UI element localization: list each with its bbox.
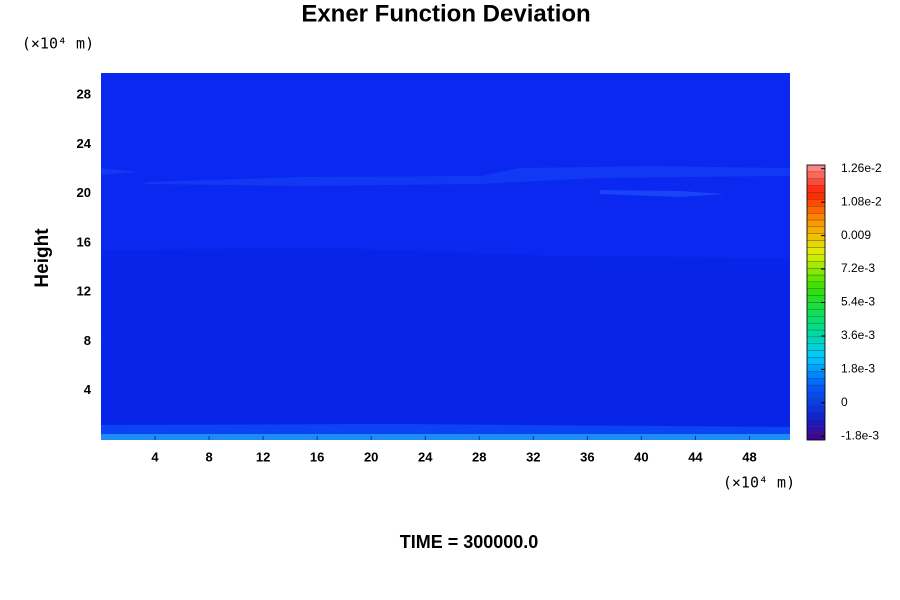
colorbar-band <box>806 384 826 393</box>
contour-region <box>101 166 790 186</box>
x-tick-label: 4 <box>151 449 159 464</box>
colorbar-band <box>806 398 826 406</box>
x-tick-label: 36 <box>580 449 594 464</box>
colorbar-band <box>806 309 826 317</box>
colorbar-band <box>806 178 826 186</box>
colorbar-band <box>806 192 826 200</box>
colorbar-band <box>806 171 826 179</box>
colorbar-band <box>806 316 826 324</box>
colorbar-band <box>806 281 826 289</box>
colorbar-band <box>806 295 826 303</box>
colorbar-band <box>806 274 826 283</box>
x-tick-label: 28 <box>472 449 486 464</box>
colorbar-band <box>806 371 826 379</box>
y-tick-label: 20 <box>77 185 91 200</box>
contour-field <box>101 73 790 440</box>
colorbar-tick-label: 3.6e-3 <box>841 328 875 342</box>
colorbar-band <box>806 322 826 331</box>
y-tick-label: 4 <box>84 382 92 397</box>
colorbar-band <box>806 357 826 365</box>
colorbar-band <box>806 254 826 262</box>
colorbar-band <box>806 343 826 351</box>
y-tick-label: 8 <box>84 333 91 348</box>
x-tick-label: 8 <box>205 449 212 464</box>
colorbar-tick-label: 0.009 <box>841 228 871 242</box>
colorbar-band <box>806 240 826 248</box>
colorbar-tick-label: 1.08e-2 <box>841 194 882 208</box>
y-unit: (×10⁴ m) <box>22 35 94 53</box>
y-tick-label: 16 <box>77 234 91 249</box>
colorbar-band <box>806 206 826 214</box>
x-tick-label: 32 <box>526 449 540 464</box>
colorbar-tick-label: 7.2e-3 <box>841 261 875 275</box>
colorbar-band <box>806 364 826 372</box>
colorbar-tick-label: 5.4e-3 <box>841 295 875 309</box>
x-tick-label: 12 <box>256 449 270 464</box>
colorbar-band <box>806 261 826 269</box>
x-tick-label: 48 <box>742 449 756 464</box>
colorbar-band <box>806 419 826 427</box>
colorbar-band <box>806 391 826 399</box>
contour-region <box>101 248 790 440</box>
colorbar-band <box>806 336 826 344</box>
x-tick-label: 20 <box>364 449 378 464</box>
y-axis-label: Height <box>32 228 53 288</box>
colorbar-band <box>806 426 826 434</box>
x-tick-label: 16 <box>310 449 324 464</box>
colorbar-band <box>806 226 826 234</box>
colorbar-tick-label: 0 <box>841 395 848 409</box>
contour-region <box>101 434 790 440</box>
y-tick-label: 24 <box>77 136 92 151</box>
x-unit: (×10⁴ m) <box>723 474 795 492</box>
colorbar-band <box>806 405 826 413</box>
colorbar-band <box>806 377 826 386</box>
colorbar-band <box>806 412 826 420</box>
colorbar-tick-label: -1.8e-3 <box>841 428 879 442</box>
colorbar-tick-label: 1.26e-2 <box>841 161 882 175</box>
colorbar-band <box>806 302 826 310</box>
colorbar-band <box>806 219 826 228</box>
chart-title: Exner Function Deviation <box>301 0 590 27</box>
colorbar: -1.8e-3 0 1.8e-3 3.6e-3 5.4e-3 7.2e-3 0.009 1.0… <box>806 161 882 442</box>
time-annotation: TIME = 300000.0 <box>400 532 539 552</box>
colorbar-band <box>806 350 826 358</box>
x-tick-label: 44 <box>688 449 703 464</box>
colorbar-tick-label: 1.8e-3 <box>841 362 875 376</box>
y-tick-label: 28 <box>77 87 91 102</box>
colorbar-band <box>806 185 826 193</box>
colorbar-band <box>806 233 826 241</box>
colorbar-band <box>806 199 826 207</box>
x-tick-label: 40 <box>634 449 648 464</box>
colorbar-band <box>806 288 826 296</box>
colorbar-band <box>806 247 826 255</box>
y-tick-label: 12 <box>77 284 91 299</box>
contour-region <box>600 190 725 197</box>
x-tick-label: 24 <box>418 449 433 464</box>
colorbar-band <box>806 212 826 221</box>
